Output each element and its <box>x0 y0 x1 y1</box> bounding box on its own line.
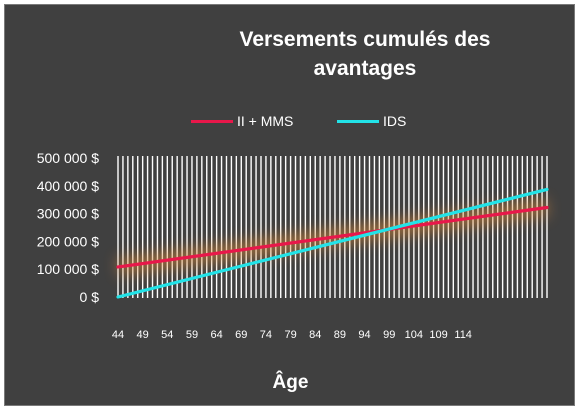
x-tick-label: 104 <box>405 329 423 341</box>
series-lines <box>116 187 549 299</box>
x-axis-label: Âge <box>272 372 309 393</box>
x-tick-label: 79 <box>284 329 296 341</box>
y-tick-label: 500 000 $ <box>37 150 99 166</box>
legend-label-ii-mms: II + MMS <box>237 113 294 129</box>
legend-swatch-ids <box>337 119 379 123</box>
legend-label-ids: IDS <box>383 113 407 129</box>
legend-item-ii-mms: II + MMS <box>191 111 293 131</box>
y-tick-label: 400 000 $ <box>37 178 99 194</box>
x-tick-label: 74 <box>260 329 272 341</box>
legend-item-ids: IDS <box>337 111 406 131</box>
x-tick-label: 94 <box>358 329 370 341</box>
legend: II + MMS IDS <box>5 111 576 131</box>
vertical-gridlines <box>117 156 548 298</box>
x-tick-label: 99 <box>383 329 395 341</box>
series-line-ii-mms <box>116 205 549 269</box>
y-tick-label: 200 000 $ <box>37 233 99 249</box>
y-axis-ticks: 0 $ 100 000 $ 200 000 $ 300 000 $ 400 000 $ 5… <box>37 150 100 305</box>
x-tick-label: 69 <box>235 329 247 341</box>
x-tick-label: 64 <box>210 329 222 341</box>
x-tick-label: 109 <box>429 329 447 341</box>
x-tick-label: 89 <box>334 329 346 341</box>
chart-frame: Versements cumulés des avantages II + MM… <box>4 4 575 406</box>
x-tick-label: 114 <box>454 329 472 341</box>
x-tick-label: 54 <box>161 329 173 341</box>
x-tick-label: 49 <box>137 329 149 341</box>
y-tick-label: 300 000 $ <box>37 206 99 222</box>
x-axis-ticks: 44 49 54 59 64 69 74 79 84 89 94 99 104 109 114 <box>112 329 472 341</box>
plot-area: 0 $ 100 000 $ 200 000 $ 300 000 $ 400 000 $ 5… <box>37 150 549 341</box>
x-tick-label: 59 <box>186 329 198 341</box>
x-tick-label: 84 <box>309 329 321 341</box>
x-tick-label: 44 <box>112 329 124 341</box>
y-tick-label: 0 $ <box>80 289 100 305</box>
series-line-ids <box>116 187 549 299</box>
chart-title: Versements cumulés des avantages <box>239 28 491 80</box>
y-tick-label: 100 000 $ <box>37 261 99 277</box>
legend-swatch-ii-mms <box>191 119 233 123</box>
